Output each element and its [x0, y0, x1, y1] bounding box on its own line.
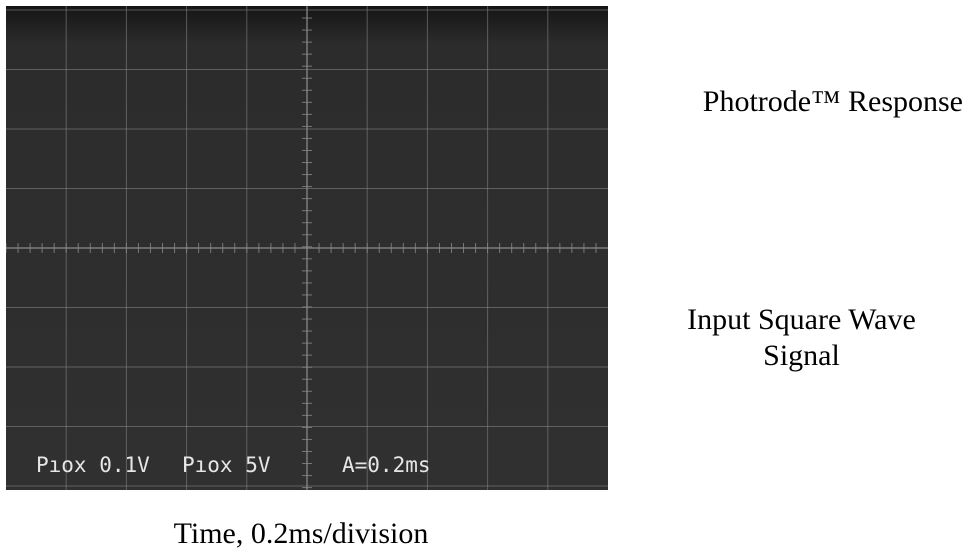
traces — [6, 72, 608, 423]
x-axis-label: Time, 0.2ms/division — [173, 517, 429, 550]
oscilloscope-plot: Pıoх 0.1V Pıoх 5V A=0.2ms — [6, 6, 608, 490]
readout-timebase: A=0.2ms — [342, 453, 431, 477]
trace-input-square-wave — [6, 299, 608, 423]
trace-photrode-response — [6, 72, 608, 78]
graticule — [6, 6, 608, 490]
scope-readout: Pıoх 0.1V Pıoх 5V A=0.2ms — [36, 453, 431, 477]
series-label-input-line2: Signal — [763, 339, 840, 372]
series-label-input-square-wave: Input Square Wave Signal — [640, 302, 963, 374]
series-label-input-line1: Input Square Wave — [687, 303, 916, 336]
oscilloscope-screen: Pıoх 0.1V Pıoх 5V A=0.2ms — [6, 6, 608, 490]
series-label-photrode-response: Photrode™ Response — [702, 85, 963, 118]
readout-ch1-scale: Pıoх 0.1V — [36, 453, 150, 477]
readout-ch2-scale: Pıoх 5V — [182, 453, 271, 477]
